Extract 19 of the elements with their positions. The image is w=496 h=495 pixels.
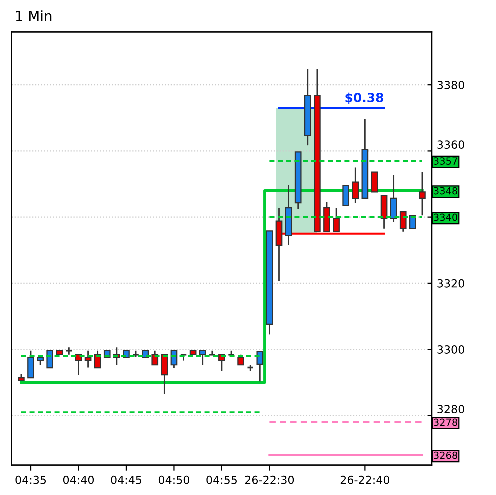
x-tick-label: 04:50 xyxy=(158,476,190,484)
y-tick-label: 3320 xyxy=(438,279,464,288)
y2-tick-label: 3268 xyxy=(434,452,458,460)
y2-tick-label: 3348 xyxy=(434,187,458,195)
y2-tick-label: 3340 xyxy=(434,214,458,222)
x-tick-label: 04:55 xyxy=(206,476,237,484)
y-tick-label: 3300 xyxy=(438,346,464,354)
annotation: $0.38 xyxy=(346,92,384,104)
x-tick-label: 04:40 xyxy=(63,476,94,484)
x-tick-label: 26-22:30 xyxy=(245,476,294,484)
y-tick-label: 3360 xyxy=(438,140,464,150)
y-tick-label: 3280 xyxy=(438,405,464,414)
x-tick-label: 04:45 xyxy=(111,476,142,484)
chart-title: 1 Min xyxy=(16,10,52,22)
x-tick-label: 26-22:40 xyxy=(340,476,390,484)
y-tick-label: 3380 xyxy=(438,81,464,90)
x-tick-label: 04:35 xyxy=(16,476,46,484)
y2-tick-label: 3278 xyxy=(434,418,458,426)
y2-tick-label: 3357 xyxy=(434,158,458,165)
